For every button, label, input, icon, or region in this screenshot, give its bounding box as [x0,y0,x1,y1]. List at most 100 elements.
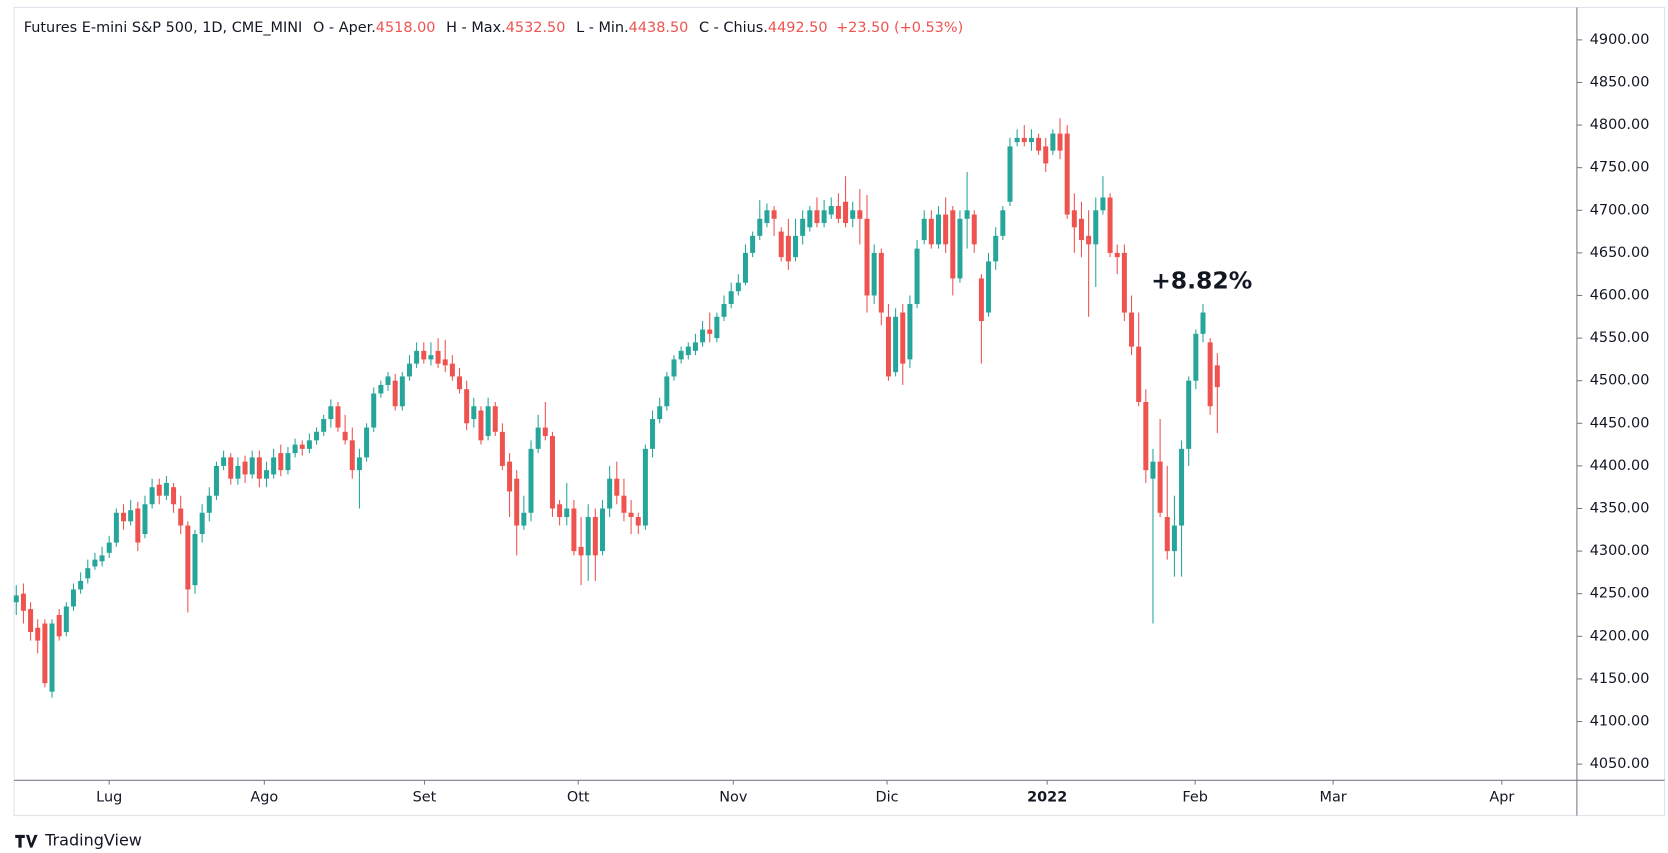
chart-frame [13,6,1666,817]
x-tick-label: Nov [719,789,748,805]
candle-body [142,504,148,535]
candle-body [1136,346,1142,402]
candle-body [1064,133,1070,215]
y-tick-label: 4250.00 [1590,586,1650,602]
candle-body [371,393,377,428]
legend-value: 4492.50 [768,20,828,36]
candle-body [492,406,498,432]
candle-body [750,235,756,253]
candle-body [678,350,684,360]
candle-body [885,316,891,377]
candle-body [692,342,698,351]
x-tick-label: Ott [567,789,590,805]
candle-body [599,508,605,552]
candle-body [485,406,491,437]
candle-body [128,510,134,522]
candle-body [850,210,856,219]
candle-body [657,406,663,420]
candle-body [1171,525,1177,552]
legend-label: H - Max. [446,20,506,36]
candle-body [163,482,169,496]
candle-body [564,508,570,518]
candle-body [821,210,827,224]
candle-body [871,252,877,296]
candle-body [785,235,791,262]
candle-body [943,214,949,245]
candle-body [628,512,634,518]
candle-body [1114,252,1120,258]
candle-body [1071,210,1077,228]
candle-body [1129,312,1135,347]
x-tick-label: Lug [96,789,122,805]
y-tick-label: 4350.00 [1590,501,1650,517]
candle-body [178,508,184,526]
candle-body [914,248,920,305]
candle-body [106,542,112,553]
candle-body [592,517,598,556]
candle-body [242,461,248,475]
candle-body [1078,218,1084,241]
candle-body [349,440,355,471]
candle-body [1107,197,1113,253]
candle-body [1214,365,1220,388]
legend-change: +23.50 (+0.53%) [836,20,963,36]
candle-body [778,231,784,258]
legend-label: L - Min. [576,20,629,36]
candle-body [49,623,55,692]
candle-body [1193,333,1199,381]
candle-body [499,431,505,466]
chart-legend: Futures E-mini S&P 500, 1D, CME_MINI O - … [24,20,963,36]
candle-body [278,453,284,471]
candle-body [356,457,362,471]
candle-body [335,406,341,428]
candle-body [306,440,312,449]
candle-body [1157,461,1163,513]
candle-body [1086,235,1092,245]
candle-body [964,210,970,219]
candle-body [807,210,813,228]
candle-body [1057,133,1063,151]
candle-body [20,593,26,611]
candle-body [1014,137,1020,143]
candle-body [378,384,384,394]
candle-body [414,350,420,364]
candle-body [99,555,105,562]
candle-body [664,376,670,407]
candle-body [1021,137,1027,143]
y-tick-label: 4300.00 [1590,543,1650,559]
candle-body [228,457,234,479]
candle-body [1179,448,1185,526]
legend-value: 4438.50 [629,20,689,36]
logo: TradingView [15,831,142,850]
candle-body [206,495,212,513]
y-tick-label: 4450.00 [1590,415,1650,431]
y-tick-label: 4600.00 [1590,287,1650,303]
candle-body [56,615,62,637]
candle-body [585,517,591,556]
candle-body [78,580,84,590]
candle-body [314,431,320,441]
candle-body [1036,137,1042,151]
candle-body [263,470,269,479]
candle-body [1050,133,1056,151]
candle-body [249,457,255,475]
y-tick-label: 4900.00 [1590,32,1650,48]
logo-icon [15,834,38,848]
candle-body [921,218,927,241]
candle-body [171,487,177,505]
candle-body [893,316,899,373]
candle-body [192,534,198,586]
candle-body [285,453,291,471]
annotation: +8.82% [1151,267,1252,295]
legend-value: 4532.50 [506,20,566,36]
candle-body [614,478,620,496]
candle-body [149,487,155,505]
y-tick-label: 4400.00 [1590,458,1650,474]
x-tick-label: Mar [1320,789,1347,805]
candle-body [392,380,398,407]
candle-body [271,457,277,475]
candle-body [85,568,91,579]
candle-body [292,444,298,454]
